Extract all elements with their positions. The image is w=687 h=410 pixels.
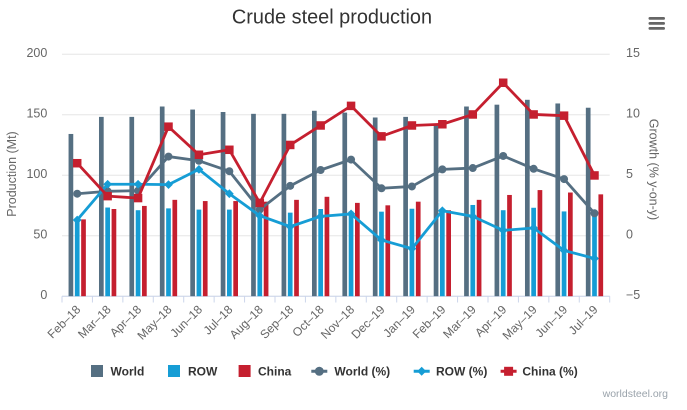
svg-text:50: 50 bbox=[33, 228, 47, 242]
svg-text:Production (Mt): Production (Mt) bbox=[5, 131, 19, 216]
svg-text:−5: −5 bbox=[626, 288, 640, 302]
svg-text:5: 5 bbox=[626, 167, 633, 181]
svg-text:World: World bbox=[111, 365, 145, 379]
svg-text:ROW (%): ROW (%) bbox=[436, 365, 487, 379]
svg-text:200: 200 bbox=[26, 46, 47, 60]
svg-text:China (%): China (%) bbox=[522, 365, 577, 379]
svg-text:0: 0 bbox=[40, 288, 47, 302]
svg-text:China: China bbox=[258, 365, 292, 379]
svg-text:Crude steel production: Crude steel production bbox=[232, 7, 432, 29]
svg-text:0: 0 bbox=[626, 228, 633, 242]
svg-text:100: 100 bbox=[26, 167, 47, 181]
svg-text:10: 10 bbox=[626, 107, 640, 121]
svg-text:Growth (% y-on-y): Growth (% y-on-y) bbox=[647, 119, 661, 220]
svg-text:worldsteel.org: worldsteel.org bbox=[602, 388, 669, 400]
svg-text:15: 15 bbox=[626, 46, 640, 60]
svg-text:150: 150 bbox=[26, 107, 47, 121]
svg-text:World (%): World (%) bbox=[334, 365, 390, 379]
svg-text:ROW: ROW bbox=[188, 365, 218, 379]
